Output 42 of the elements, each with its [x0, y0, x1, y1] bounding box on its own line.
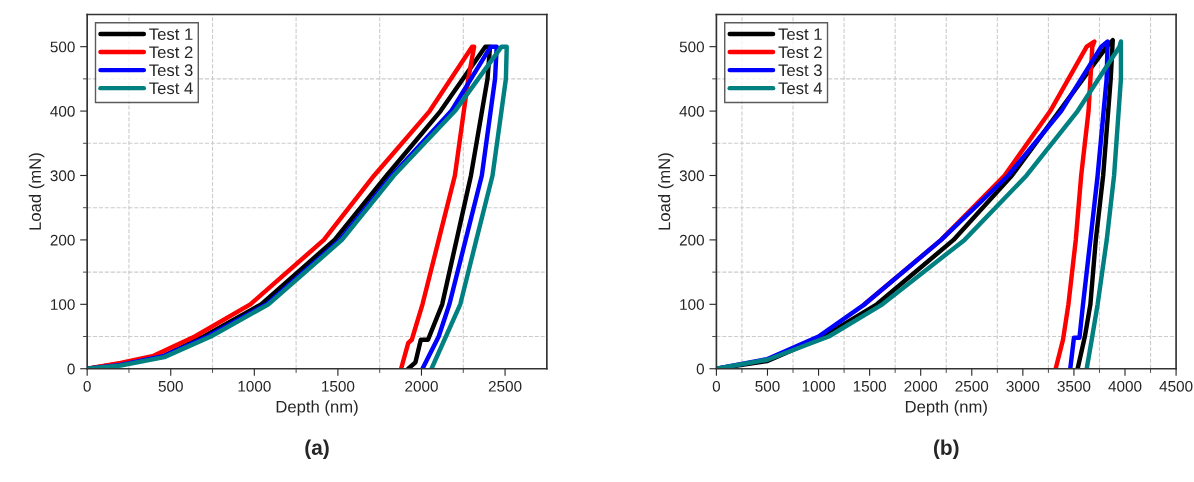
- y-tick-label: 100: [680, 299, 704, 310]
- legend-label: Test 2: [778, 46, 822, 59]
- x-tick-label: 4000: [1108, 380, 1142, 392]
- y-tick-label: 400: [679, 105, 704, 117]
- x-tick-label: 1500: [322, 380, 355, 392]
- x-tick-label: 2500: [488, 380, 522, 392]
- y-tick-label: 300: [50, 170, 75, 182]
- x-tick-label: 3500: [1057, 380, 1091, 392]
- legend-label: Test 2: [149, 46, 193, 59]
- y-tick-label: 0: [696, 363, 704, 375]
- x-tick-label: 500: [755, 380, 780, 392]
- text: (b): [933, 439, 959, 459]
- x-tick-label: 4500: [1159, 380, 1193, 392]
- y-tick-label: 100: [51, 299, 75, 310]
- y-axis-title: Load (mN): [658, 153, 674, 230]
- legend-label: Test 1: [778, 28, 822, 41]
- y-axis-title: Load (mN): [28, 153, 45, 230]
- y-tick-label: 500: [50, 41, 75, 53]
- x-axis-title: Depth (nm): [905, 400, 987, 416]
- legend-label: Test 3: [149, 64, 193, 77]
- x-tick-label: 3000: [1006, 380, 1040, 392]
- x-tick-label: 500: [158, 380, 183, 392]
- legend-label: Test 1: [149, 28, 193, 41]
- x-tick-label: 2000: [405, 380, 438, 392]
- legend-label: Test 4: [778, 82, 823, 95]
- y-tick-label: 500: [679, 41, 704, 53]
- x-tick-label: 0: [712, 380, 721, 392]
- y-tick-label: 200: [50, 234, 75, 246]
- text: (a): [305, 439, 329, 459]
- y-tick-label: 300: [679, 170, 704, 182]
- x-tick-label: 2000: [904, 380, 938, 392]
- x-tick-label: 1000: [238, 380, 271, 392]
- y-tick-label: 0: [67, 363, 75, 375]
- legend-label: Test 4: [149, 82, 193, 95]
- x-tick-label: 1500: [853, 380, 887, 392]
- legend-label: Test 3: [778, 64, 822, 77]
- y-tick-label: 400: [50, 105, 75, 117]
- x-tick-label: 0: [83, 380, 91, 392]
- x-tick-label: 2500: [955, 380, 989, 392]
- y-tick-label: 200: [679, 234, 704, 246]
- x-tick-label: 1000: [802, 380, 835, 392]
- x-axis-title: Depth (nm): [276, 400, 358, 416]
